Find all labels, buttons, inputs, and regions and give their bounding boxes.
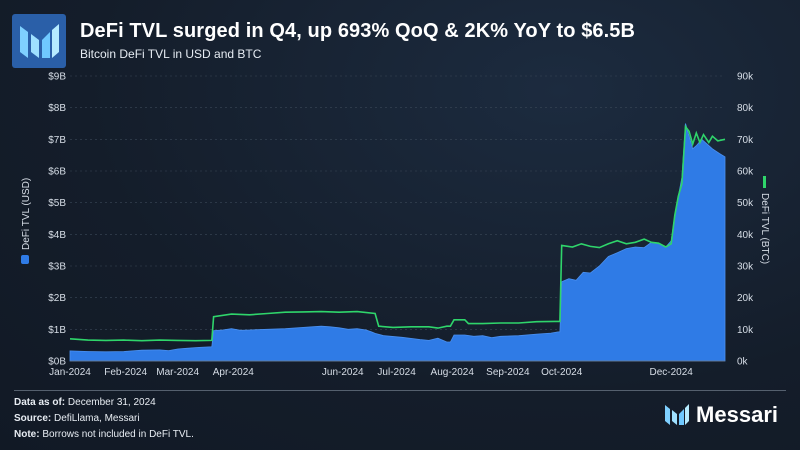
usd-legend-swatch <box>21 255 29 264</box>
usd-area-series <box>69 123 726 362</box>
right-tick-label: 0k <box>737 357 749 368</box>
right-tick-label: 40k <box>737 230 754 241</box>
page-title: DeFi TVL surged in Q4, up 693% QoQ & 2K%… <box>80 20 636 42</box>
right-tick-label: 60k <box>737 167 754 178</box>
x-tick-label: Dec-2024 <box>649 367 693 378</box>
left-tick-label: $2B <box>48 293 66 304</box>
brand-mark: Messari <box>664 402 778 428</box>
left-tick-label: $3B <box>48 262 66 273</box>
footer-source: Source: DefiLlama, Messari <box>14 413 140 424</box>
x-tick-label: Jul-2024 <box>377 367 416 378</box>
footer-note: Note: Borrows not included in DeFi TVL. <box>14 429 194 440</box>
right-tick-label: 20k <box>737 293 754 304</box>
tvl-chart: $0B $1B $2B $3B $4B $5B $6B $7B $8B $9B 0k 10k 20k 3… <box>21 72 770 378</box>
messari-logo <box>12 14 66 68</box>
source-label: Source: <box>14 413 52 424</box>
x-tick-label: Aug-2024 <box>431 367 475 378</box>
left-tick-label: $4B <box>48 230 66 241</box>
x-tick-label: Oct-2024 <box>541 367 583 378</box>
x-tick-label: Mar-2024 <box>156 367 199 378</box>
right-tick-label: 10k <box>737 325 754 336</box>
data-as-of-value: December 31, 2024 <box>67 397 156 408</box>
left-tick-label: $6B <box>48 167 66 178</box>
right-tick-label: 80k <box>737 103 754 114</box>
right-tick-label: 90k <box>737 72 754 83</box>
left-tick-label: $9B <box>48 72 66 83</box>
x-tick-label: Jun-2024 <box>322 367 364 378</box>
right-axis-label: DeFi TVL (BTC) <box>759 193 770 264</box>
left-axis-legend: DeFi TVL (USD) <box>21 178 32 264</box>
brand-name: Messari <box>696 402 778 427</box>
left-tick-label: $7B <box>48 135 66 146</box>
left-tick-label: $8B <box>48 103 66 114</box>
btc-legend-swatch <box>763 176 766 188</box>
x-tick-label: Apr-2024 <box>213 367 255 378</box>
x-tick-label: Sep-2024 <box>486 367 530 378</box>
x-tick-label: Jan-2024 <box>49 367 91 378</box>
left-axis-label: DeFi TVL (USD) <box>21 178 32 250</box>
right-tick-label: 30k <box>737 262 754 273</box>
note-value: Borrows not included in DeFi TVL. <box>42 429 194 440</box>
right-tick-label: 70k <box>737 135 754 146</box>
x-axis-ticks: Jan-2024 Feb-2024 Mar-2024 Apr-2024 Jun-2024… <box>49 367 693 378</box>
footer-divider <box>14 390 786 391</box>
data-as-of-label: Data as of: <box>14 397 66 408</box>
btc-line-series <box>69 124 726 342</box>
left-tick-label: $5B <box>48 198 66 209</box>
left-axis-ticks: $0B $1B $2B $3B $4B $5B $6B $7B $8B $9B <box>48 72 66 368</box>
note-label: Note: <box>14 429 40 440</box>
messari-brand-icon <box>665 404 690 425</box>
x-tick-label: Feb-2024 <box>104 367 147 378</box>
left-tick-label: $1B <box>48 325 66 336</box>
right-axis-ticks: 0k 10k 20k 30k 40k 50k 60k 70k 80k 90k <box>737 72 754 368</box>
footer-data-as-of: Data as of: December 31, 2024 <box>14 397 156 408</box>
source-value: DefiLlama, Messari <box>54 413 140 424</box>
right-axis-legend: DeFi TVL (BTC) <box>759 176 770 264</box>
page-subtitle: Bitcoin DeFi TVL in USD and BTC <box>80 47 262 61</box>
left-tick-label: $0B <box>48 357 66 368</box>
right-tick-label: 50k <box>737 198 754 209</box>
